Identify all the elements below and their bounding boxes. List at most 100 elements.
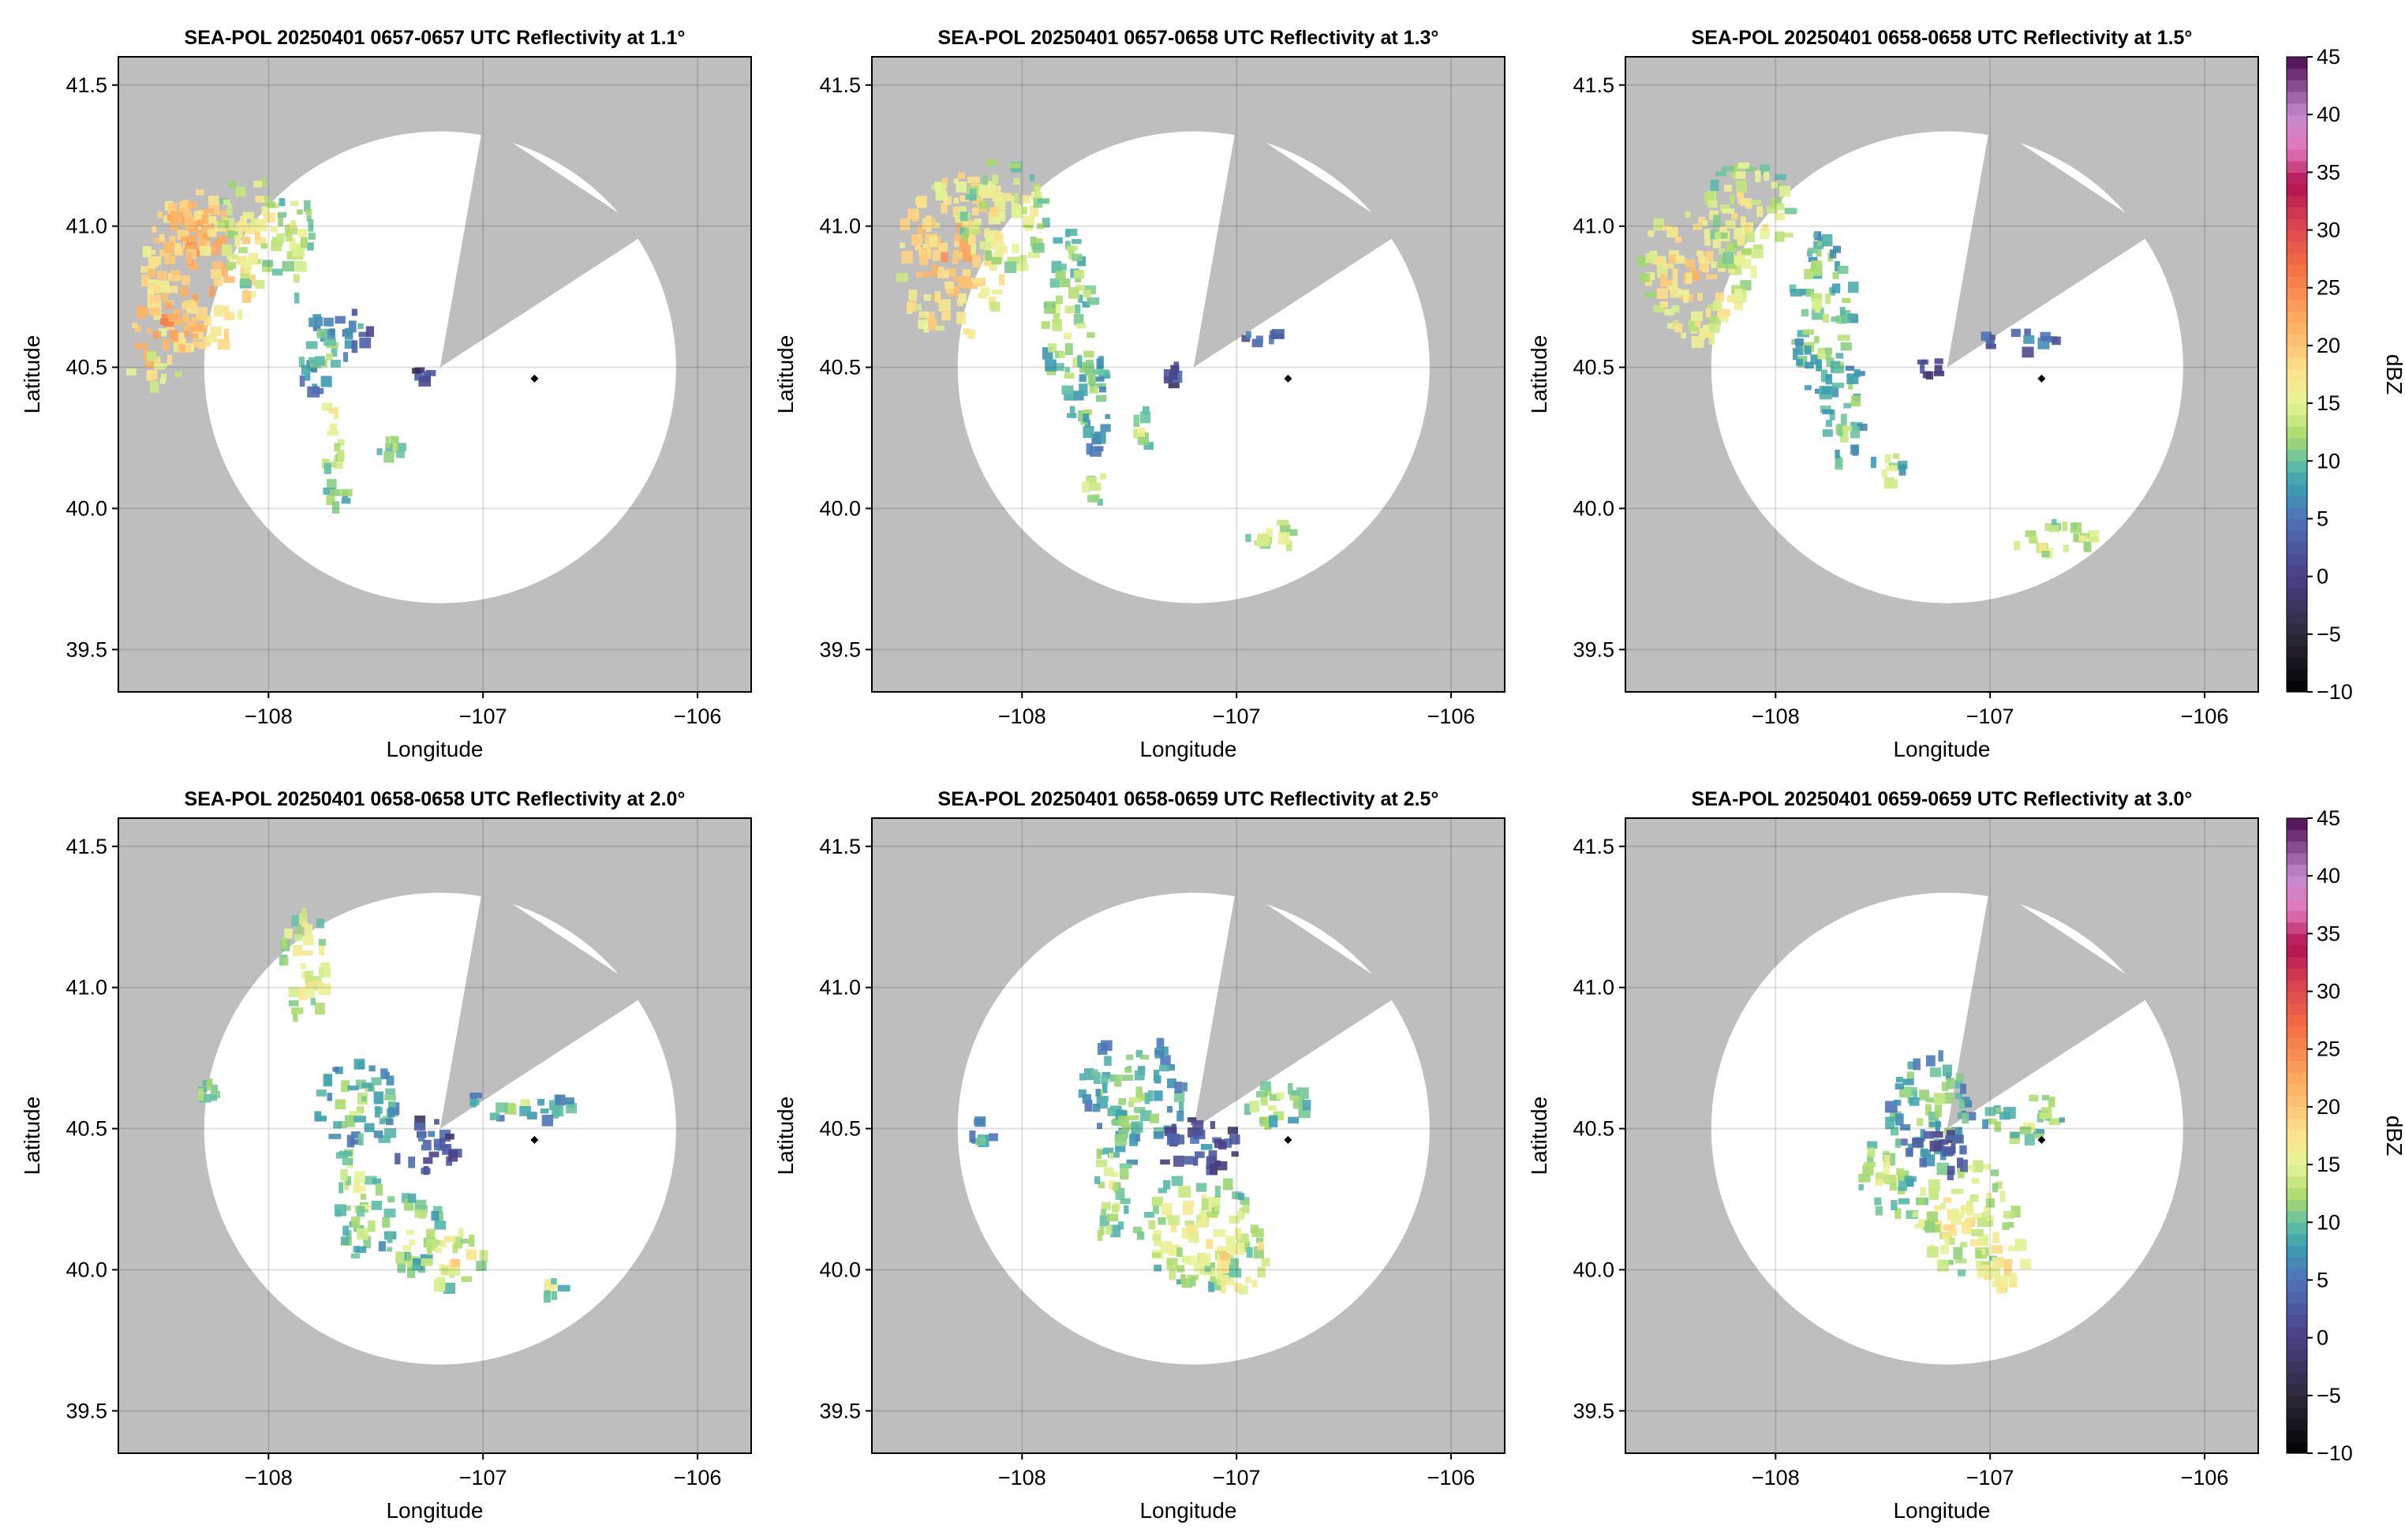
echo-cell bbox=[157, 280, 170, 293]
echo-cell bbox=[1215, 1268, 1222, 1280]
colorbar-swatch bbox=[2287, 125, 2307, 139]
echo-cell bbox=[1704, 239, 1711, 246]
echo-cell bbox=[1816, 359, 1823, 372]
echo-cell bbox=[387, 1196, 395, 1202]
panel-title: SEA-POL 20250401 0658-0658 UTC Reflectiv… bbox=[1692, 27, 2193, 49]
echo-cell bbox=[1161, 1202, 1173, 1216]
echo-cell bbox=[1896, 1138, 1908, 1146]
echo-cell bbox=[1959, 1145, 1967, 1155]
echo-cell bbox=[557, 1284, 570, 1291]
echo-cell bbox=[923, 294, 931, 301]
echo-cell bbox=[1954, 1093, 1962, 1100]
echo-cell bbox=[566, 1103, 578, 1114]
echo-cell bbox=[421, 1168, 431, 1175]
echo-cell bbox=[361, 1204, 372, 1209]
site-marker bbox=[1284, 1135, 1292, 1144]
echo-cell bbox=[1954, 1079, 1963, 1089]
echo-cell bbox=[1906, 1179, 1914, 1187]
echo-cell bbox=[1173, 1091, 1185, 1102]
echo-cell bbox=[308, 357, 321, 364]
echo-cell bbox=[181, 201, 186, 207]
echo-cell bbox=[337, 1121, 347, 1128]
echo-cell bbox=[1685, 211, 1691, 218]
echo-cell bbox=[347, 1085, 359, 1090]
echo-cell bbox=[1927, 1246, 1939, 1258]
echo-cell bbox=[2063, 544, 2069, 552]
echo-cell bbox=[270, 226, 279, 233]
echo-cell bbox=[361, 1096, 367, 1102]
echo-cell bbox=[971, 207, 979, 215]
echo-cell bbox=[2024, 328, 2031, 337]
echo-cell bbox=[1139, 1093, 1146, 1101]
blocked-sector bbox=[1947, 123, 2156, 368]
echo-cell bbox=[431, 1211, 439, 1221]
colorbar-swatch bbox=[2287, 1384, 2307, 1396]
echo-cell bbox=[300, 963, 306, 970]
echo-cell bbox=[330, 462, 336, 468]
echo-cell bbox=[929, 235, 937, 248]
echo-cell bbox=[1171, 1176, 1184, 1187]
echo-cell bbox=[1266, 528, 1274, 539]
echo-cell bbox=[1167, 1078, 1176, 1089]
echo-cell bbox=[992, 192, 1004, 202]
echo-cell bbox=[262, 260, 274, 267]
echo-cell bbox=[984, 228, 990, 238]
echo-cell bbox=[316, 328, 327, 338]
echo-cell bbox=[167, 273, 173, 281]
echo-cell bbox=[1185, 1255, 1197, 1265]
echo-cell bbox=[1158, 1217, 1166, 1225]
colorbar-swatch bbox=[2287, 322, 2307, 335]
echo-cell bbox=[185, 242, 197, 251]
echo-cell bbox=[443, 1282, 456, 1295]
echo-cell bbox=[469, 1092, 482, 1099]
echo-cell bbox=[1740, 198, 1752, 207]
echo-cell bbox=[1821, 386, 1832, 395]
echo-cell bbox=[159, 234, 165, 241]
echo-cell bbox=[954, 234, 964, 242]
echo-cell bbox=[1835, 353, 1844, 359]
axes-frame bbox=[118, 817, 752, 1454]
site-marker bbox=[530, 1135, 539, 1144]
echo-cell bbox=[337, 439, 345, 447]
echo-cell bbox=[188, 201, 197, 209]
echo-cell bbox=[1241, 1244, 1247, 1253]
echo-cell bbox=[346, 1176, 352, 1186]
echo-cell bbox=[1193, 1157, 1199, 1166]
echo-cell bbox=[315, 1002, 325, 1015]
echo-cell bbox=[1089, 385, 1098, 394]
colorbar-tick-label: 15 bbox=[2317, 391, 2340, 415]
echo-cell bbox=[376, 448, 383, 455]
echo-cell bbox=[421, 1145, 432, 1151]
echo-cell bbox=[387, 1247, 393, 1252]
echo-cell bbox=[1072, 253, 1083, 261]
colorbar-swatch bbox=[2287, 334, 2307, 346]
x-tick-label: −107 bbox=[459, 1466, 507, 1490]
echo-cell bbox=[308, 219, 314, 232]
echo-cell bbox=[232, 253, 238, 260]
echo-cell bbox=[1939, 1202, 1947, 1210]
echo-cell bbox=[329, 328, 335, 336]
echo-cell bbox=[214, 239, 223, 248]
echo-cell bbox=[1795, 342, 1804, 355]
echo-cell bbox=[1867, 1147, 1876, 1158]
echo-cell bbox=[1985, 338, 1995, 348]
echo-cell bbox=[305, 341, 318, 349]
echo-cell bbox=[1269, 1093, 1281, 1101]
colorbar-tick-label: 10 bbox=[2317, 1210, 2340, 1234]
colorbar-tick-label: 35 bbox=[2317, 921, 2340, 945]
echo-cell bbox=[966, 283, 978, 290]
y-tick-label: 41.0 bbox=[65, 976, 107, 1000]
echo-cell bbox=[972, 255, 982, 268]
echo-cell bbox=[1064, 229, 1071, 237]
colorbar-swatch bbox=[2287, 829, 2307, 842]
y-tick-label: 41.5 bbox=[819, 835, 861, 858]
colorbar-swatch bbox=[2287, 553, 2307, 566]
echo-cell bbox=[1727, 295, 1737, 303]
echo-cell bbox=[1811, 293, 1822, 302]
y-axis-label: Latitude bbox=[773, 1097, 798, 1176]
echo-cell bbox=[1147, 1090, 1154, 1101]
echo-cell bbox=[1991, 1266, 2001, 1278]
echo-cell bbox=[221, 305, 230, 313]
echo-cell bbox=[1920, 1148, 1928, 1157]
echo-cell bbox=[1771, 181, 1778, 189]
